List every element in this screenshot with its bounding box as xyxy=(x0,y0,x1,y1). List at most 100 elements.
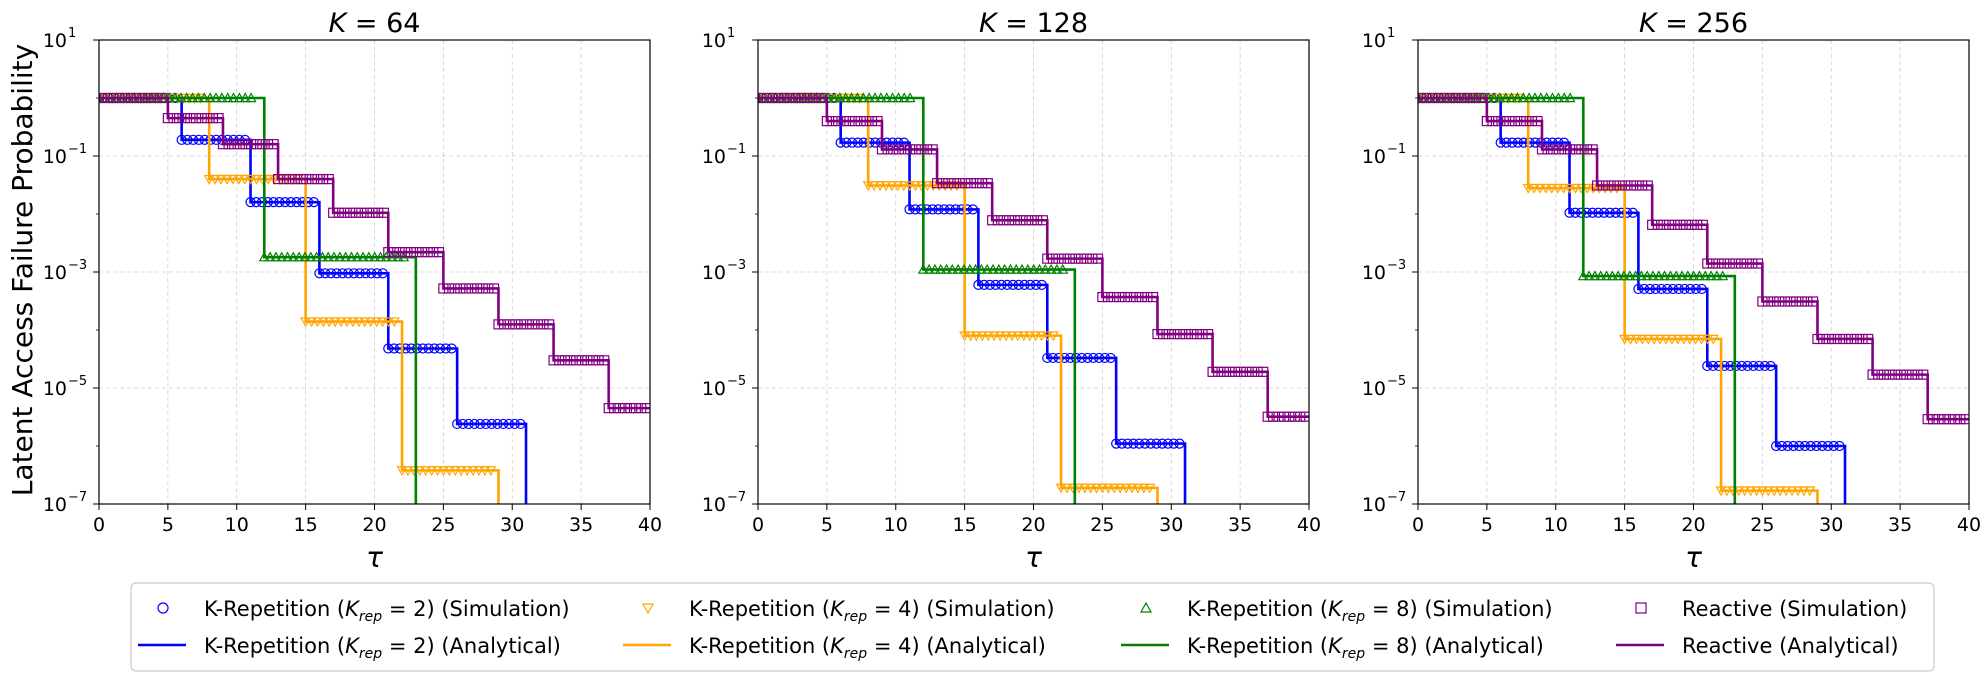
sim-marker-k2 xyxy=(1099,352,1110,364)
sim-marker-reactive xyxy=(987,215,998,226)
sim-marker-k4 xyxy=(1587,183,1599,194)
series-line-k2 xyxy=(1418,96,1847,504)
sim-marker-reactive xyxy=(428,247,439,258)
sim-marker-reactive xyxy=(1487,115,1498,127)
sim-marker-reactive xyxy=(1796,296,1807,307)
sim-marker-reactive xyxy=(910,144,921,155)
legend-label: Reactive (Simulation) xyxy=(1682,597,1907,621)
sim-marker-reactive xyxy=(284,173,295,185)
sim-marker-reactive xyxy=(174,113,185,124)
sim-marker-k2 xyxy=(1088,352,1099,364)
sim-marker-k8 xyxy=(846,92,858,103)
sim-marker-k8 xyxy=(187,92,199,103)
y-tick-exponent: −7 xyxy=(68,490,87,505)
sim-marker-k2 xyxy=(354,268,365,279)
sim-marker-reactive xyxy=(240,139,251,150)
sim-marker-reactive xyxy=(1191,328,1203,340)
sim-marker-k8 xyxy=(276,251,288,262)
sim-marker-k2 xyxy=(1771,440,1782,452)
sim-marker-k2 xyxy=(1162,438,1174,449)
sim-marker-k2 xyxy=(870,137,881,148)
sim-marker-k2 xyxy=(1025,279,1036,290)
sim-marker-k8 xyxy=(987,263,999,274)
sim-marker-k8 xyxy=(993,263,1005,274)
sim-marker-reactive xyxy=(306,173,317,185)
sim-marker-k2 xyxy=(1662,283,1673,295)
sim-marker-reactive xyxy=(1713,258,1724,269)
x-tick-label: 10 xyxy=(225,514,249,536)
sim-marker-reactive xyxy=(1768,296,1779,307)
sim-marker-k2 xyxy=(1673,283,1684,295)
sim-marker-k2 xyxy=(492,418,503,430)
sim-marker-k8 xyxy=(1682,270,1694,281)
sim-marker-reactive xyxy=(411,247,422,258)
sim-marker-reactive xyxy=(937,178,948,189)
sim-marker-k4 xyxy=(927,181,939,192)
sim-marker-k2 xyxy=(984,279,996,290)
sim-marker-reactive xyxy=(1823,333,1834,345)
sim-marker-k4 xyxy=(239,174,251,185)
sim-marker-k8 xyxy=(952,263,964,274)
legend-label-var: K xyxy=(345,597,361,621)
sim-marker-k4 xyxy=(323,317,335,328)
sim-marker-k2 xyxy=(383,343,394,354)
legend-label-sub: rep xyxy=(1342,646,1365,662)
sim-marker-k8 xyxy=(311,251,323,262)
y-tick-label: 10 xyxy=(1362,262,1386,284)
y-tick-exponent: −7 xyxy=(1387,490,1406,505)
sim-marker-reactive xyxy=(1114,291,1125,303)
sim-marker-k4 xyxy=(1035,331,1048,342)
y-tick-label: 10 xyxy=(702,262,726,284)
sim-marker-reactive xyxy=(1246,366,1258,377)
series-line-k4 xyxy=(758,96,1159,504)
sim-marker-k2 xyxy=(435,343,446,354)
sim-marker-reactive xyxy=(927,144,938,155)
sim-marker-k4 xyxy=(402,466,414,477)
sim-marker-reactive xyxy=(488,283,500,294)
sim-marker-k4 xyxy=(479,466,491,477)
sim-marker-k8 xyxy=(869,92,881,103)
sim-marker-reactive xyxy=(1064,253,1075,264)
sim-marker-k4 xyxy=(1108,483,1120,494)
legend-label-sub: rep xyxy=(1342,609,1365,625)
sim-marker-k8 xyxy=(1583,270,1595,281)
sim-marker-reactive xyxy=(888,144,899,155)
sim-marker-k4 xyxy=(221,174,233,185)
sim-marker-k8 xyxy=(1647,270,1659,281)
sim-marker-reactive xyxy=(1197,328,1208,340)
sim-marker-k8 xyxy=(981,263,993,274)
sim-marker-k8 xyxy=(1630,270,1642,281)
sim-marker-reactive xyxy=(394,247,405,258)
sim-marker-k8 xyxy=(892,92,904,103)
sim-marker-k4 xyxy=(862,181,874,192)
sim-marker-k2 xyxy=(503,418,515,430)
sim-marker-k2 xyxy=(469,418,480,430)
sim-marker-reactive xyxy=(449,283,460,294)
sim-marker-k4 xyxy=(976,331,988,342)
sim-marker-k8 xyxy=(192,92,204,103)
sim-marker-k8 xyxy=(964,263,976,274)
sim-marker-k4 xyxy=(1047,331,1059,342)
legend-entry-k4-ana: K-Repetition (Krep = 4) (Analytical) xyxy=(623,634,1046,662)
sim-marker-k2 xyxy=(1139,438,1151,449)
sim-marker-reactive xyxy=(185,113,196,124)
sim-marker-k4 xyxy=(300,317,312,328)
sim-marker-k4 xyxy=(376,317,389,328)
sim-marker-reactive xyxy=(787,92,798,104)
sim-marker-k2 xyxy=(256,197,268,208)
sim-marker-k8 xyxy=(351,251,363,262)
sim-marker-k2 xyxy=(1702,360,1713,372)
sim-marker-k2 xyxy=(1495,137,1506,148)
legend-label: K-Repetition (Krep = 8) (Simulation) xyxy=(1187,597,1553,625)
sim-marker-k4 xyxy=(1756,486,1768,497)
sim-marker-k2 xyxy=(446,343,457,354)
sim-marker-k8 xyxy=(1688,270,1700,281)
sim-marker-reactive xyxy=(1070,253,1081,264)
legend-label-prefix: K-Repetition ( xyxy=(1187,597,1328,621)
sim-marker-k4 xyxy=(455,466,467,477)
sim-marker-k2 xyxy=(1512,137,1524,148)
sim-marker-reactive xyxy=(272,173,284,185)
panel-title-var: K xyxy=(979,8,999,39)
sim-marker-reactive xyxy=(1059,253,1070,264)
sim-marker-k4 xyxy=(1721,486,1733,497)
